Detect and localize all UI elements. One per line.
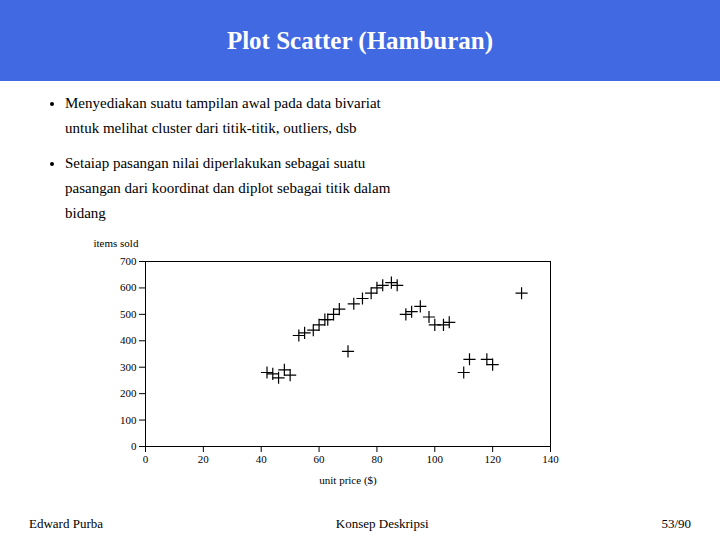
- svg-text:400: 400: [120, 334, 137, 346]
- svg-text:300: 300: [120, 361, 137, 373]
- svg-text:0: 0: [143, 453, 149, 465]
- svg-text:0: 0: [131, 440, 137, 452]
- svg-text:120: 120: [484, 453, 501, 465]
- svg-text:unit price ($): unit price ($): [319, 474, 377, 487]
- svg-text:60: 60: [314, 453, 326, 465]
- html-text:bidang: bidang: [65, 205, 106, 221]
- svg-text:items sold: items sold: [94, 237, 139, 249]
- html-text:53/90: 53/90: [661, 516, 691, 531]
- svg-text:20: 20: [198, 453, 210, 465]
- html-text:Setaiap pasangan nilai diperla: Setaiap pasangan nilai diperlakukan seba…: [65, 155, 366, 171]
- svg-text:80: 80: [371, 453, 383, 465]
- svg-text:500: 500: [120, 308, 137, 320]
- svg-text:140: 140: [542, 453, 559, 465]
- svg-text:200: 200: [120, 387, 137, 399]
- html-text:Edward Purba: Edward Purba: [29, 516, 103, 531]
- svg-text:100: 100: [427, 453, 444, 465]
- svg-text:100: 100: [120, 414, 137, 426]
- html-text:Plot Scatter (Hamburan): Plot Scatter (Hamburan): [226, 26, 494, 54]
- html-text:pasangan dari koordinat dan di: pasangan dari koordinat dan diplot sebag…: [65, 180, 391, 196]
- svg-text:40: 40: [256, 453, 268, 465]
- svg-text:700: 700: [120, 255, 137, 267]
- html-text:Konsep Deskripsi: Konsep Deskripsi: [335, 516, 429, 531]
- html-text:untuk melihat cluster dari tit: untuk melihat cluster dari titik-titik, …: [65, 120, 357, 136]
- html-text:Menyediakan suatu tampilan awa: Menyediakan suatu tampilan awal pada dat…: [65, 95, 381, 111]
- svg-text:600: 600: [120, 281, 137, 293]
